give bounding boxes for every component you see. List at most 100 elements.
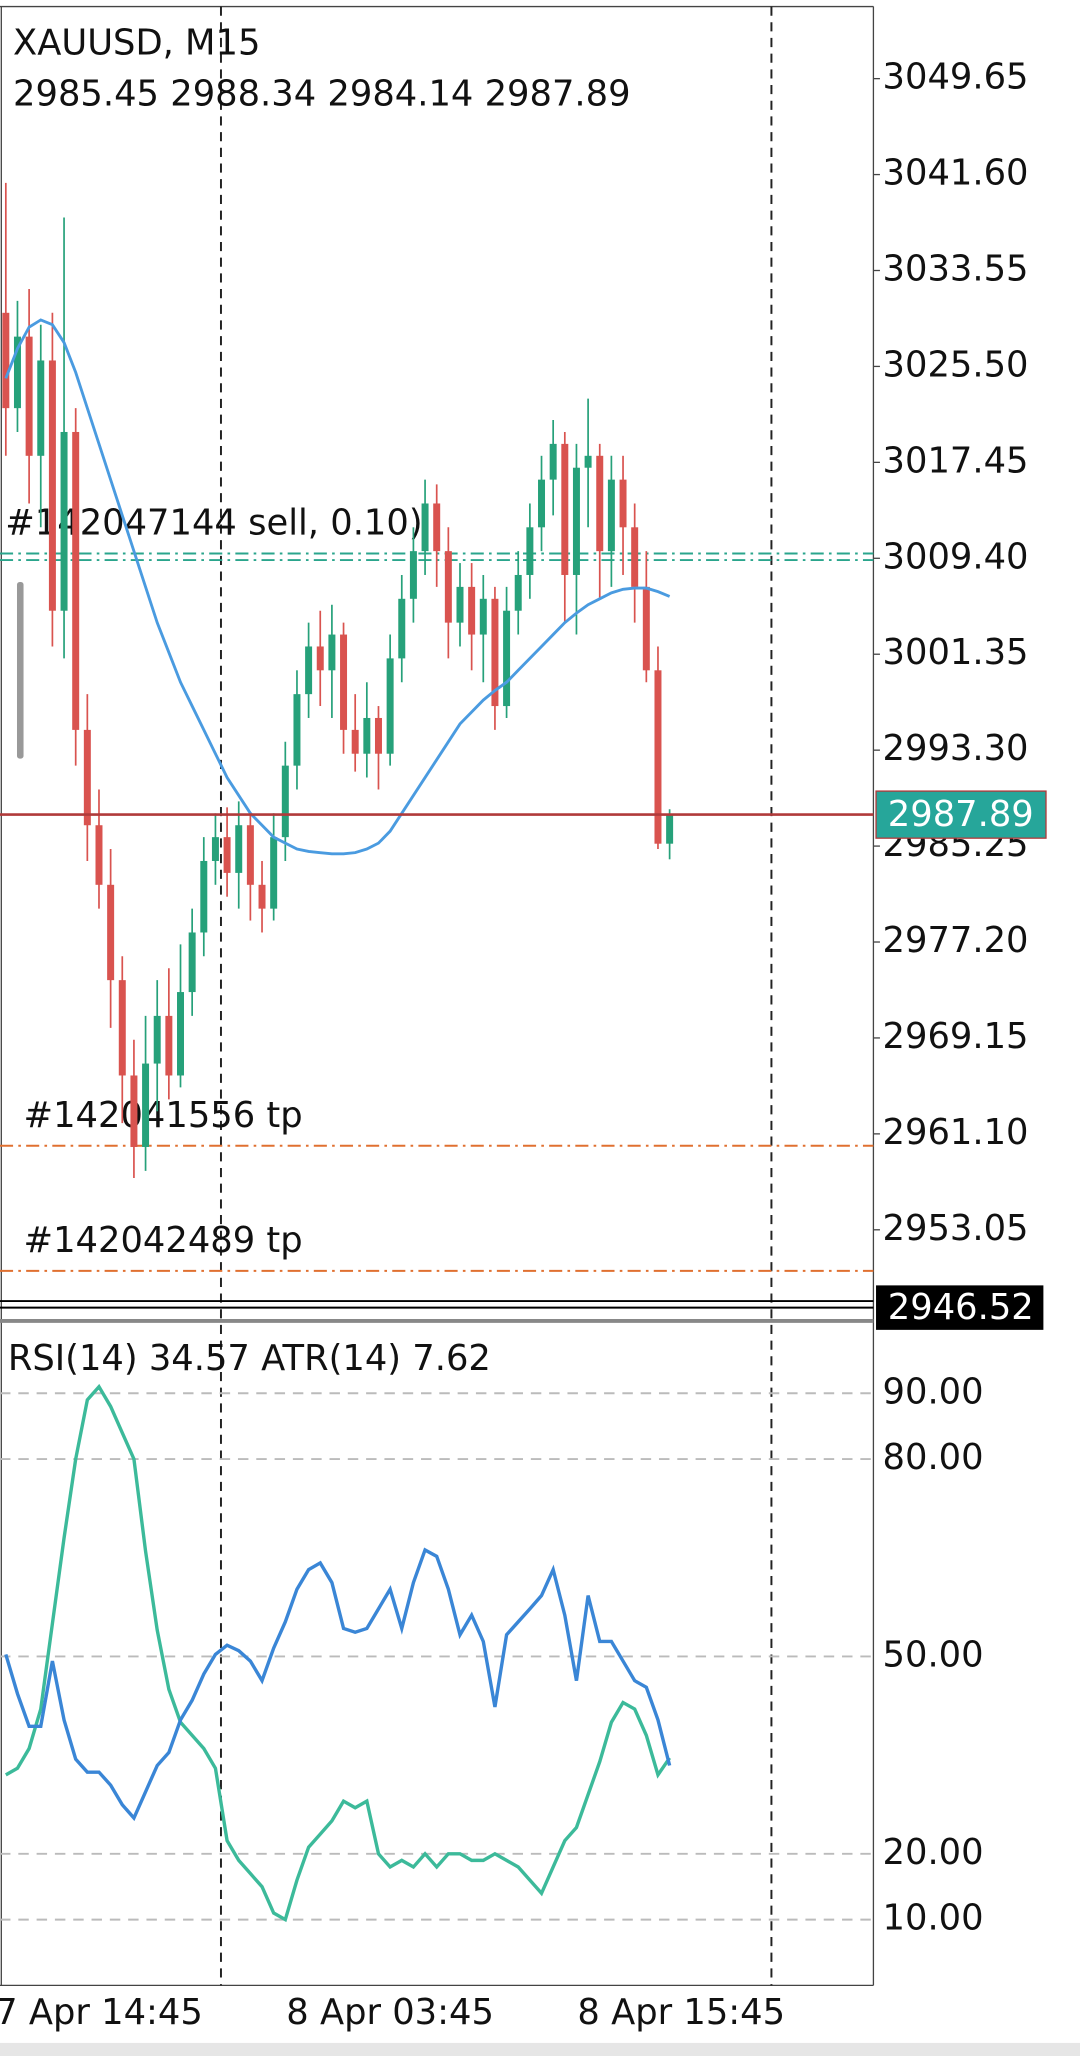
candle-body (607, 479, 615, 552)
candle-body (165, 1015, 173, 1076)
candle-body (421, 503, 429, 552)
bid-tag (875, 790, 1047, 839)
candle-body (351, 729, 359, 754)
candle-body (386, 658, 394, 754)
atr-name: ATR(14) (261, 1338, 401, 1379)
candle-body (398, 598, 406, 659)
rsi-name: RSI(14) (8, 1338, 138, 1379)
candle-body (37, 360, 45, 456)
candle-body (316, 646, 324, 671)
candle-body (95, 825, 103, 885)
candle-body (200, 860, 208, 933)
candle-body (13, 336, 21, 409)
candle-body (491, 598, 499, 707)
y-tick-label: 3033.55 (883, 248, 1029, 289)
candle-body (456, 586, 464, 623)
price-tag-label: 2946.52 (888, 1287, 1034, 1328)
y-tick-label: 3009.40 (883, 536, 1029, 577)
candle-body (340, 634, 348, 730)
y-tick-label: 3001.35 (883, 632, 1029, 673)
candle-body (572, 467, 580, 575)
candle-body (177, 992, 184, 1076)
candle-body (142, 1063, 150, 1147)
open-value: 2985.45 (13, 73, 159, 114)
y-tick-label: 3025.50 (883, 344, 1029, 385)
candle-body (642, 586, 650, 671)
bottom-bar (0, 2042, 1080, 2056)
candle-body (270, 837, 278, 909)
y-tick-label: 3041.60 (883, 153, 1029, 194)
candle-body (107, 884, 115, 981)
y-tick-label: 2961.10 (883, 1112, 1029, 1153)
candle-body (83, 729, 91, 826)
candle-body (433, 503, 441, 552)
y-tick-label: 50.00 (883, 1634, 984, 1675)
level-label: #142041556 tp (24, 1095, 303, 1136)
candle-body (258, 884, 266, 909)
candle-body (666, 814, 674, 844)
indicator-line (4, 1383, 672, 1923)
x-tick-label: 8 Apr 15:45 (577, 1992, 785, 2033)
candle-body (596, 455, 604, 552)
candle-body (293, 694, 301, 766)
candle-body (654, 670, 662, 844)
indicator-header: RSI(14) 34.57 ATR(14) 7.62 (8, 1338, 491, 1379)
candle-body (363, 717, 371, 754)
candle-body (235, 825, 243, 873)
candle-body (514, 574, 522, 611)
close-value: 2987.89 (485, 73, 631, 114)
high-value: 2988.34 (170, 73, 316, 114)
candle-body (246, 825, 254, 885)
candle-body (188, 932, 196, 993)
bid-tag-label: 2987.89 (888, 794, 1034, 835)
moving-average (4, 318, 671, 856)
y-tick-label: 80.00 (883, 1437, 984, 1478)
candle-body (584, 455, 592, 468)
candle-body (619, 479, 627, 528)
candle-body (60, 431, 68, 611)
candle-body (328, 634, 336, 671)
candle-body (526, 527, 534, 575)
x-tick-label: 7 Apr 14:45 (0, 1992, 203, 2033)
indicator-line (4, 1547, 672, 1822)
candle-body (468, 586, 476, 635)
candle-body (118, 980, 126, 1076)
y-tick-label: 2953.05 (883, 1208, 1029, 1249)
candle-body (48, 360, 56, 611)
candle-body (409, 551, 417, 599)
y-tick-label: 2969.15 (883, 1016, 1029, 1057)
candle-body (25, 336, 33, 456)
candle-body (503, 610, 511, 707)
candle-body (305, 646, 313, 695)
candle-body (223, 837, 231, 873)
level-label: #142047144 sell, 0.10) (5, 503, 422, 544)
y-tick-label: 10.00 (883, 1898, 984, 1939)
level-label: #142042489 tp (24, 1220, 303, 1261)
candle-body (549, 443, 557, 480)
candle-body (479, 598, 487, 635)
rsi-value: 34.57 (149, 1338, 250, 1379)
y-tick-label: 20.00 (883, 1832, 984, 1873)
chart-title: XAUUSD, M15 (13, 22, 260, 63)
x-tick-label: 8 Apr 03:45 (286, 1992, 494, 2033)
candle-body (444, 551, 452, 623)
y-tick-label: 90.00 (883, 1371, 984, 1412)
y-tick-label: 3049.65 (883, 57, 1029, 98)
low-value: 2984.14 (327, 73, 473, 114)
candle-body (211, 837, 219, 861)
atr-value: 7.62 (412, 1338, 491, 1379)
scrollbar (16, 582, 24, 759)
candle-body (153, 1015, 161, 1064)
y-tick-label: 3017.45 (883, 440, 1029, 481)
candle-body (561, 443, 569, 575)
candle-body (281, 765, 289, 838)
candle-body (130, 1075, 138, 1147)
plot: 3049.65 3041.60 3033.55 3025.50 3017.45 3009.… (0, 57, 1047, 2033)
candle-body (2, 312, 10, 409)
price-tag (876, 1285, 1044, 1330)
y-tick-label: 2993.30 (883, 728, 1029, 769)
candle-body (374, 717, 382, 754)
y-tick-label: 2977.20 (883, 920, 1029, 961)
